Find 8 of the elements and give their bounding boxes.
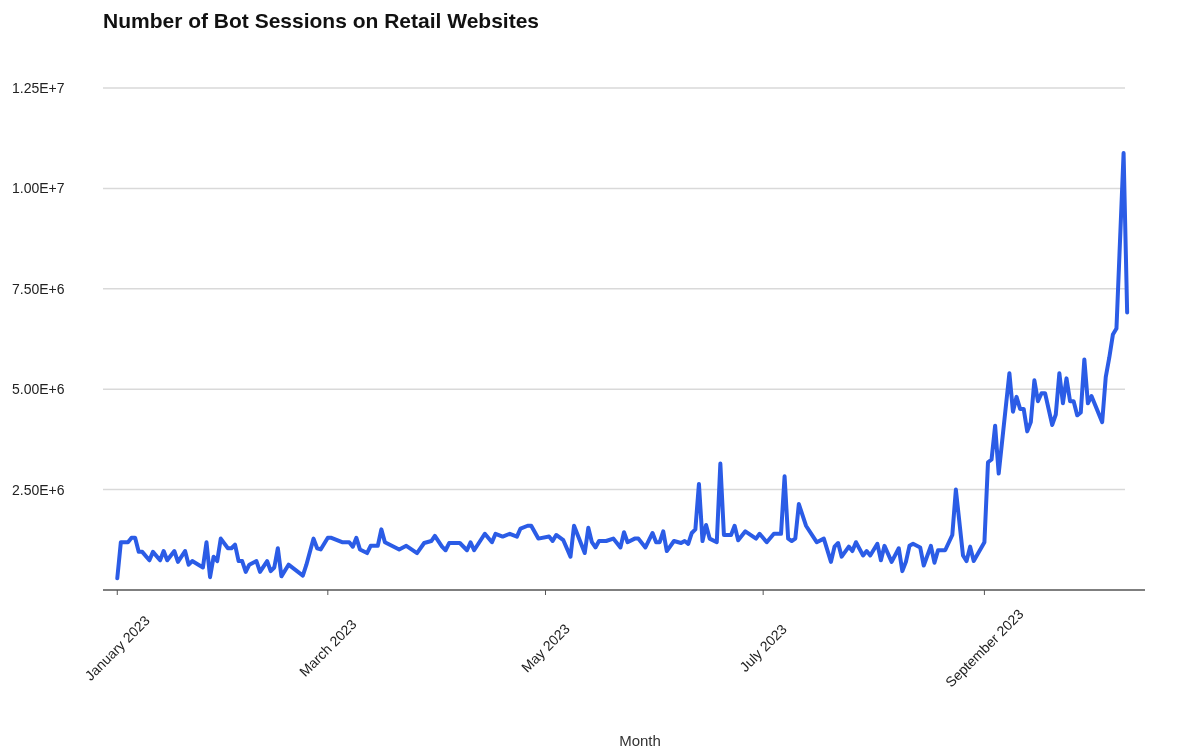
y-tick-label: 7.50E+6 (12, 280, 65, 297)
y-tick-label: 1.00E+7 (12, 180, 65, 197)
x-axis-title: Month (619, 732, 661, 749)
chart-title: Number of Bot Sessions on Retail Websites (103, 9, 540, 32)
y-tick-label: 1.25E+7 (12, 79, 65, 96)
y-tick-label: 2.50E+6 (12, 481, 65, 498)
y-tick-label: 5.00E+6 (12, 381, 65, 398)
line-series (115, 151, 1130, 581)
